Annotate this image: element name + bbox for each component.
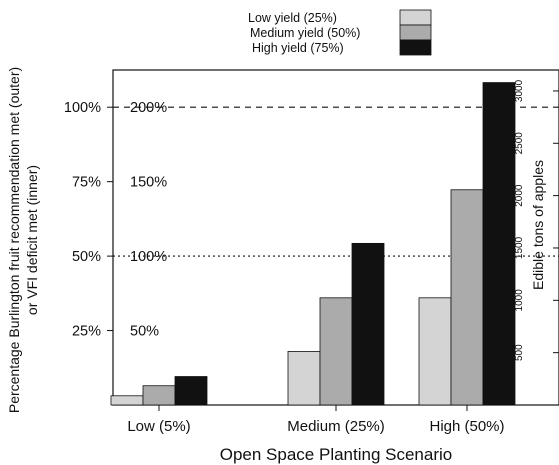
- x-axis-title: Open Space Planting Scenario: [220, 445, 453, 464]
- inner-label: 50%: [130, 324, 159, 340]
- bar: [450, 189, 484, 406]
- right-axis-title: Edible tons of apples: [530, 160, 546, 290]
- inner-label: 200%: [130, 100, 167, 116]
- bar: [319, 297, 353, 406]
- bar: [482, 82, 516, 406]
- legend-label: Medium yield (50%): [250, 26, 360, 40]
- legend-swatch: [399, 9, 432, 26]
- left-tick-label: 50%: [72, 249, 101, 265]
- right-tick-label: 3000: [514, 79, 525, 102]
- bar: [287, 350, 321, 406]
- x-tick-label: High (50%): [429, 418, 504, 435]
- left-tick-label: 100%: [64, 100, 101, 116]
- bar: [142, 385, 176, 406]
- y-axis-title-line-2: or VFI deficit met (inner): [24, 165, 40, 315]
- left-tick-label: 75%: [72, 175, 101, 191]
- legend-swatch: [399, 39, 432, 56]
- left-axis: 25% 50% 75% 100%: [64, 100, 113, 340]
- legend-label: Low yield (25%): [248, 11, 337, 25]
- right-tick-label: 1500: [514, 236, 525, 259]
- bars: [110, 82, 516, 406]
- inner-label: 100%: [130, 249, 167, 265]
- bar: [351, 242, 385, 406]
- right-axis: 500 1000 1500 2000 2500 3000: [514, 79, 559, 361]
- inner-label: 150%: [130, 175, 167, 191]
- x-tick-label: Low (5%): [127, 418, 190, 435]
- right-tick-label: 1000: [514, 289, 525, 312]
- right-tick-label: 2000: [514, 184, 525, 207]
- bar: [174, 376, 208, 406]
- x-axis: Low (5%) Medium (25%) High (50%): [127, 405, 505, 435]
- x-tick-label: Medium (25%): [287, 418, 385, 435]
- legend-swatch: [399, 24, 432, 41]
- y-axis-title-line-1: Percentage Burlington fruit recommendati…: [6, 67, 22, 413]
- right-tick-label: 2500: [514, 132, 525, 155]
- legend: Low yield (25%)Medium yield (50%)High yi…: [248, 9, 432, 56]
- left-tick-label: 25%: [72, 324, 101, 340]
- bar: [110, 395, 144, 406]
- inner-labels: 50% 100% 150% 200%: [130, 100, 167, 339]
- bar: [418, 297, 452, 406]
- right-tick-label: 500: [514, 344, 525, 361]
- legend-label: High yield (75%): [252, 41, 344, 55]
